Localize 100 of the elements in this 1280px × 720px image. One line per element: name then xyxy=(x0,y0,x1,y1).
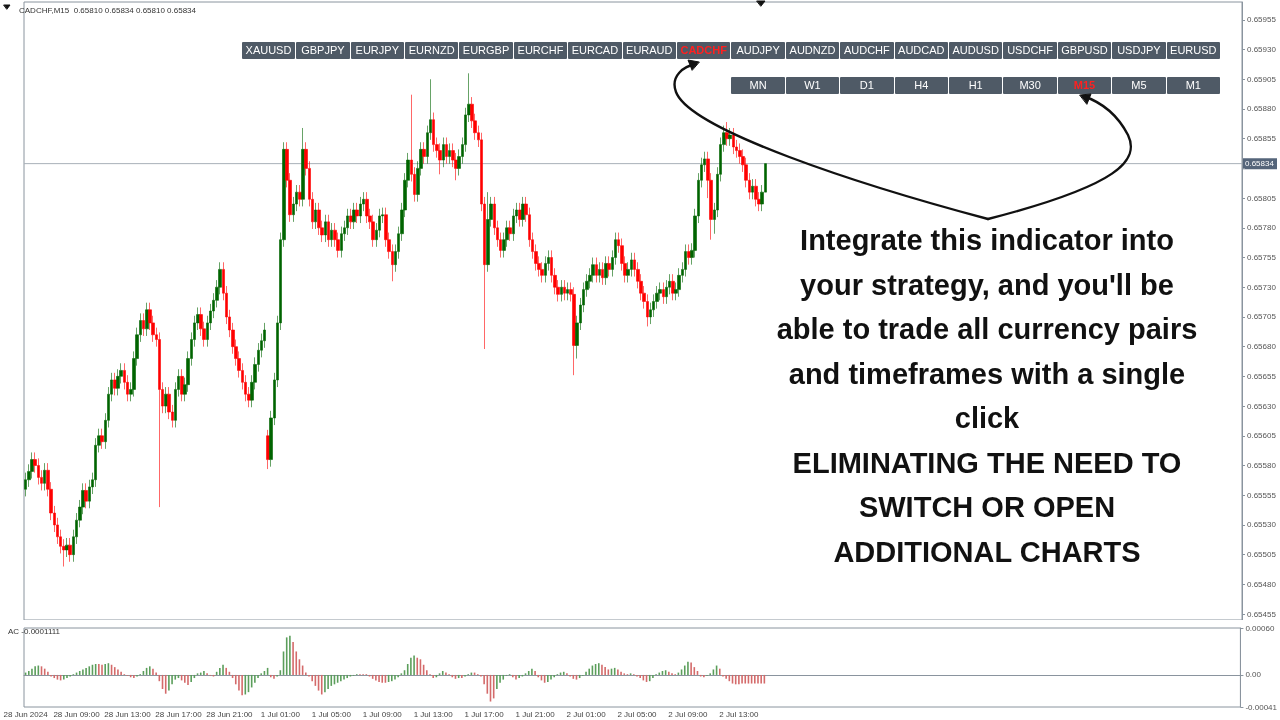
candlestick xyxy=(448,143,451,164)
candlestick xyxy=(728,127,732,147)
y-tick-label: 0.65805 xyxy=(1247,193,1277,203)
x-tick-label: 28 Jun 21:00 xyxy=(206,709,254,719)
button: EURGBP xyxy=(459,42,513,59)
y-tick-label: 0.00 xyxy=(1245,670,1262,680)
x-tick-label: 2 Jul 13:00 xyxy=(719,709,760,719)
y-tick-label: 0.65630 xyxy=(1247,401,1277,411)
annotation: Integrate this indicator into your strategy, and you'll be able to trade all currency pairs and timeframes with a single click xyxy=(775,223,1199,436)
button: AUDCAD xyxy=(894,42,948,59)
y-tick-label: 0.65730 xyxy=(1247,282,1277,292)
candlestick xyxy=(84,483,88,509)
candlestick xyxy=(301,127,305,207)
y-tick-label: 0.65955 xyxy=(1247,15,1277,25)
x-tick-label: 1 Jul 01:00 xyxy=(260,709,301,719)
button: EURNZD xyxy=(405,42,459,59)
y-tick-label: 0.00060 xyxy=(1245,623,1275,633)
button: EURUSD xyxy=(1166,42,1220,59)
x-tick-label: 28 Jun 17:00 xyxy=(155,709,203,719)
button: EURAUD xyxy=(622,42,676,59)
button: AUDJPY xyxy=(731,42,785,59)
candlestick xyxy=(521,196,525,227)
y-tick-label: 0.65855 xyxy=(1247,134,1277,144)
candlestick xyxy=(324,214,327,243)
button: M5 xyxy=(1112,77,1166,94)
candlestick xyxy=(445,137,448,164)
button: H1 xyxy=(949,77,1003,94)
y-tick-label: 0.65680 xyxy=(1247,342,1277,352)
button: GBPUSD xyxy=(1057,42,1112,59)
y-tick-label: 0.65530 xyxy=(1247,520,1277,530)
y-tick-label: 0.65905 xyxy=(1247,74,1277,84)
candlestick xyxy=(43,462,46,491)
candlestick xyxy=(113,372,117,396)
y-tick-label: 0.65455 xyxy=(1247,609,1277,619)
x-tick-label: 28 Jun 2024 xyxy=(3,709,49,719)
candlestick xyxy=(604,256,608,286)
candlestick xyxy=(349,208,353,230)
chart-title: AC -0.0001111 xyxy=(8,626,61,636)
candlestick xyxy=(68,537,72,563)
candlestick xyxy=(422,141,426,164)
button: USDCHF xyxy=(1003,42,1057,59)
button: H4 xyxy=(894,77,948,94)
y-tick-label: 0.65505 xyxy=(1247,550,1277,560)
candlestick xyxy=(662,282,665,305)
candlestick xyxy=(442,137,445,168)
candlestick xyxy=(330,222,333,248)
chart-title: CADCHF,M15 0.65810 0.65834 0.65810 0.65834 xyxy=(19,5,197,15)
button: AUDCHF xyxy=(840,42,894,59)
y-tick-label: 0.65705 xyxy=(1247,312,1277,322)
x-tick-label: 1 Jul 13:00 xyxy=(413,709,454,719)
button: EURCHF xyxy=(513,42,568,59)
candlestick xyxy=(164,386,168,414)
y-tick-label: 0.65930 xyxy=(1247,45,1277,55)
candlestick xyxy=(601,261,604,286)
y-tick-label: -0.00041 xyxy=(1245,702,1278,712)
x-tick-label: 1 Jul 21:00 xyxy=(515,709,556,719)
candlestick xyxy=(145,302,149,337)
x-tick-label: 2 Jul 09:00 xyxy=(668,709,709,719)
button: AUDNZD xyxy=(785,42,840,59)
candlestick xyxy=(508,220,512,242)
button: M1 xyxy=(1166,77,1220,94)
y-tick-label: 0.65605 xyxy=(1247,431,1277,441)
candlestick xyxy=(572,286,576,376)
candlestick xyxy=(65,537,69,558)
y-tick-label: 0.65780 xyxy=(1247,223,1277,233)
button: CADCHF xyxy=(677,42,731,59)
candlestick xyxy=(352,202,356,230)
y-tick-label: 0.65655 xyxy=(1247,371,1277,381)
annotation: ELIMINATING THE NEED TO SWITCH OR OPEN ADDITIONAL CHARTS xyxy=(791,445,1183,570)
candlestick xyxy=(158,332,161,508)
button: D1 xyxy=(840,77,894,94)
candlestick xyxy=(607,256,611,277)
x-tick-label: 2 Jul 05:00 xyxy=(617,709,658,719)
candlestick xyxy=(751,178,754,200)
candlestick xyxy=(486,191,490,273)
x-tick-label: 2 Jul 01:00 xyxy=(566,709,607,719)
button: GBPJPY xyxy=(296,42,350,59)
y-tick-label: 0.65480 xyxy=(1247,579,1277,589)
candlestick xyxy=(563,279,566,301)
candlestick xyxy=(359,196,362,224)
ref-line-label: 0.65834 xyxy=(1245,159,1275,169)
button: EURCAD xyxy=(568,42,622,59)
button: W1 xyxy=(785,77,840,94)
y-tick-label: 0.65880 xyxy=(1247,104,1277,114)
candlestick xyxy=(266,429,270,470)
button: M15 xyxy=(1057,77,1112,94)
candlestick xyxy=(180,368,184,402)
candlestick xyxy=(732,127,735,155)
candlestick xyxy=(142,313,145,337)
candlestick xyxy=(598,261,601,283)
button: MN xyxy=(731,77,785,94)
candlestick xyxy=(298,184,302,207)
candlestick xyxy=(687,244,691,265)
candlestick xyxy=(671,273,675,301)
candlestick xyxy=(518,202,522,227)
x-tick-label: 28 Jun 09:00 xyxy=(53,709,101,719)
y-tick-label: 0.65755 xyxy=(1247,253,1277,263)
x-tick-label: 1 Jul 09:00 xyxy=(362,709,403,719)
candlestick xyxy=(100,428,104,450)
x-tick-label: 28 Jun 13:00 xyxy=(104,709,152,719)
